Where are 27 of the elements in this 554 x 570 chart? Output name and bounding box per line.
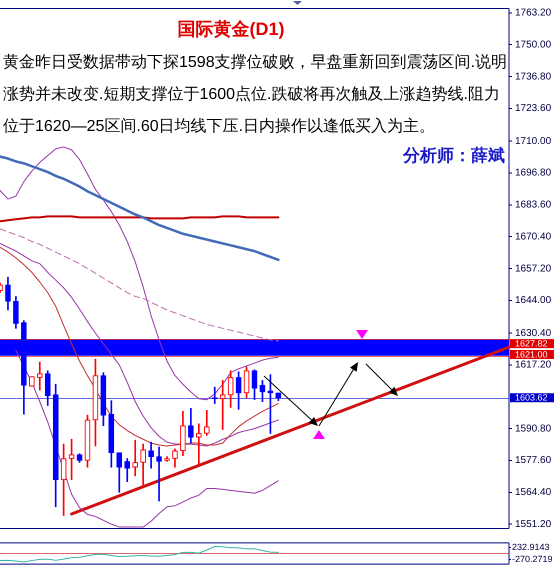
- ref-line-label: 1621.00: [515, 349, 548, 360]
- annotation: 黄金昨日受数据带动下探1598支撑位破败，早盘重新回到震荡区间.说明涨势并未改变.短期支撑位于1600点位.跌破将再次触及上涨趋势线.阻力位于1620—25区间.60日均线下压.日内操作以逢低买入为主。: [3, 52, 508, 137]
- y-tick-label: 1750.00: [515, 39, 552, 50]
- y-tick-label: 1617.20: [515, 360, 552, 371]
- y-tick-label: -270.2719: [512, 554, 553, 564]
- annotation: 分析师：薛斌: [403, 145, 505, 167]
- line-series: [0, 228, 279, 342]
- y-tick-label: 1577.60: [515, 455, 552, 466]
- y-tick-label: 1644.00: [515, 295, 552, 306]
- y-tick-label: 1670.40: [515, 231, 552, 242]
- y-tick-label: 1630.40: [515, 328, 552, 339]
- y-tick-label: 1710.00: [515, 136, 552, 147]
- y-tick-label: 1551.20: [515, 518, 552, 530]
- y-tick-label: 1590.80: [515, 423, 552, 434]
- y-tick-label: 1683.60: [515, 200, 552, 211]
- y-tick-label: 1736.80: [515, 71, 552, 82]
- ref-line-label: 1603.62: [515, 392, 548, 403]
- y-tick-label: 232.9143: [512, 542, 550, 552]
- candlestick: [68, 438, 74, 480]
- ref-line-label: 1627.82: [515, 338, 548, 349]
- y-tick-label: 1564.40: [515, 487, 552, 498]
- y-tick-label: 1763.20: [515, 8, 552, 19]
- y-tick-label: 1723.60: [515, 103, 552, 114]
- y-tick-label: 1657.20: [515, 263, 552, 274]
- text: 国际黄金(D1): [176, 18, 286, 40]
- y-tick-label: 1696.80: [515, 168, 552, 179]
- candlestick: [156, 446, 162, 502]
